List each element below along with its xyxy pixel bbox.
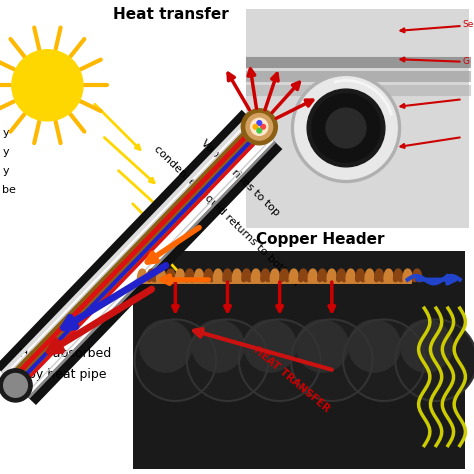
Circle shape: [244, 320, 296, 372]
Circle shape: [401, 320, 453, 372]
Text: y: y: [2, 165, 9, 176]
FancyBboxPatch shape: [133, 251, 465, 469]
Text: HEAT TRANSFER: HEAT TRANSFER: [252, 345, 331, 414]
Text: by heat pipe: by heat pipe: [28, 368, 107, 381]
Circle shape: [257, 128, 262, 133]
Circle shape: [344, 320, 424, 401]
Circle shape: [257, 121, 262, 126]
Circle shape: [292, 320, 372, 401]
Circle shape: [296, 320, 348, 372]
Circle shape: [295, 77, 397, 179]
Circle shape: [396, 320, 474, 401]
Circle shape: [0, 369, 32, 402]
Polygon shape: [2, 117, 274, 397]
Circle shape: [307, 89, 385, 167]
Circle shape: [239, 320, 320, 401]
Text: be: be: [2, 184, 16, 195]
Text: Sel: Sel: [462, 20, 474, 29]
Circle shape: [4, 374, 27, 397]
Circle shape: [246, 114, 273, 140]
Circle shape: [261, 125, 265, 129]
Circle shape: [140, 320, 192, 372]
Text: y: y: [2, 128, 9, 138]
FancyBboxPatch shape: [246, 9, 469, 228]
Circle shape: [292, 73, 401, 182]
Text: Copper Header: Copper Header: [256, 232, 384, 247]
Circle shape: [187, 320, 268, 401]
Text: G: G: [462, 57, 469, 66]
Circle shape: [12, 50, 83, 121]
Circle shape: [312, 94, 380, 162]
Circle shape: [192, 320, 244, 372]
Text: Heat transfer: Heat transfer: [113, 7, 228, 22]
Text: y: y: [2, 146, 9, 157]
Text: condensed liquid returns to bottom: condensed liquid returns to bottom: [152, 144, 300, 288]
Circle shape: [326, 108, 366, 148]
Circle shape: [251, 118, 268, 136]
Text: Vapour rises to top: Vapour rises to top: [199, 137, 282, 218]
Circle shape: [241, 109, 277, 145]
Circle shape: [253, 125, 258, 129]
Circle shape: [135, 320, 216, 401]
Circle shape: [348, 320, 401, 372]
Text: Heat absorbed: Heat absorbed: [19, 346, 111, 360]
